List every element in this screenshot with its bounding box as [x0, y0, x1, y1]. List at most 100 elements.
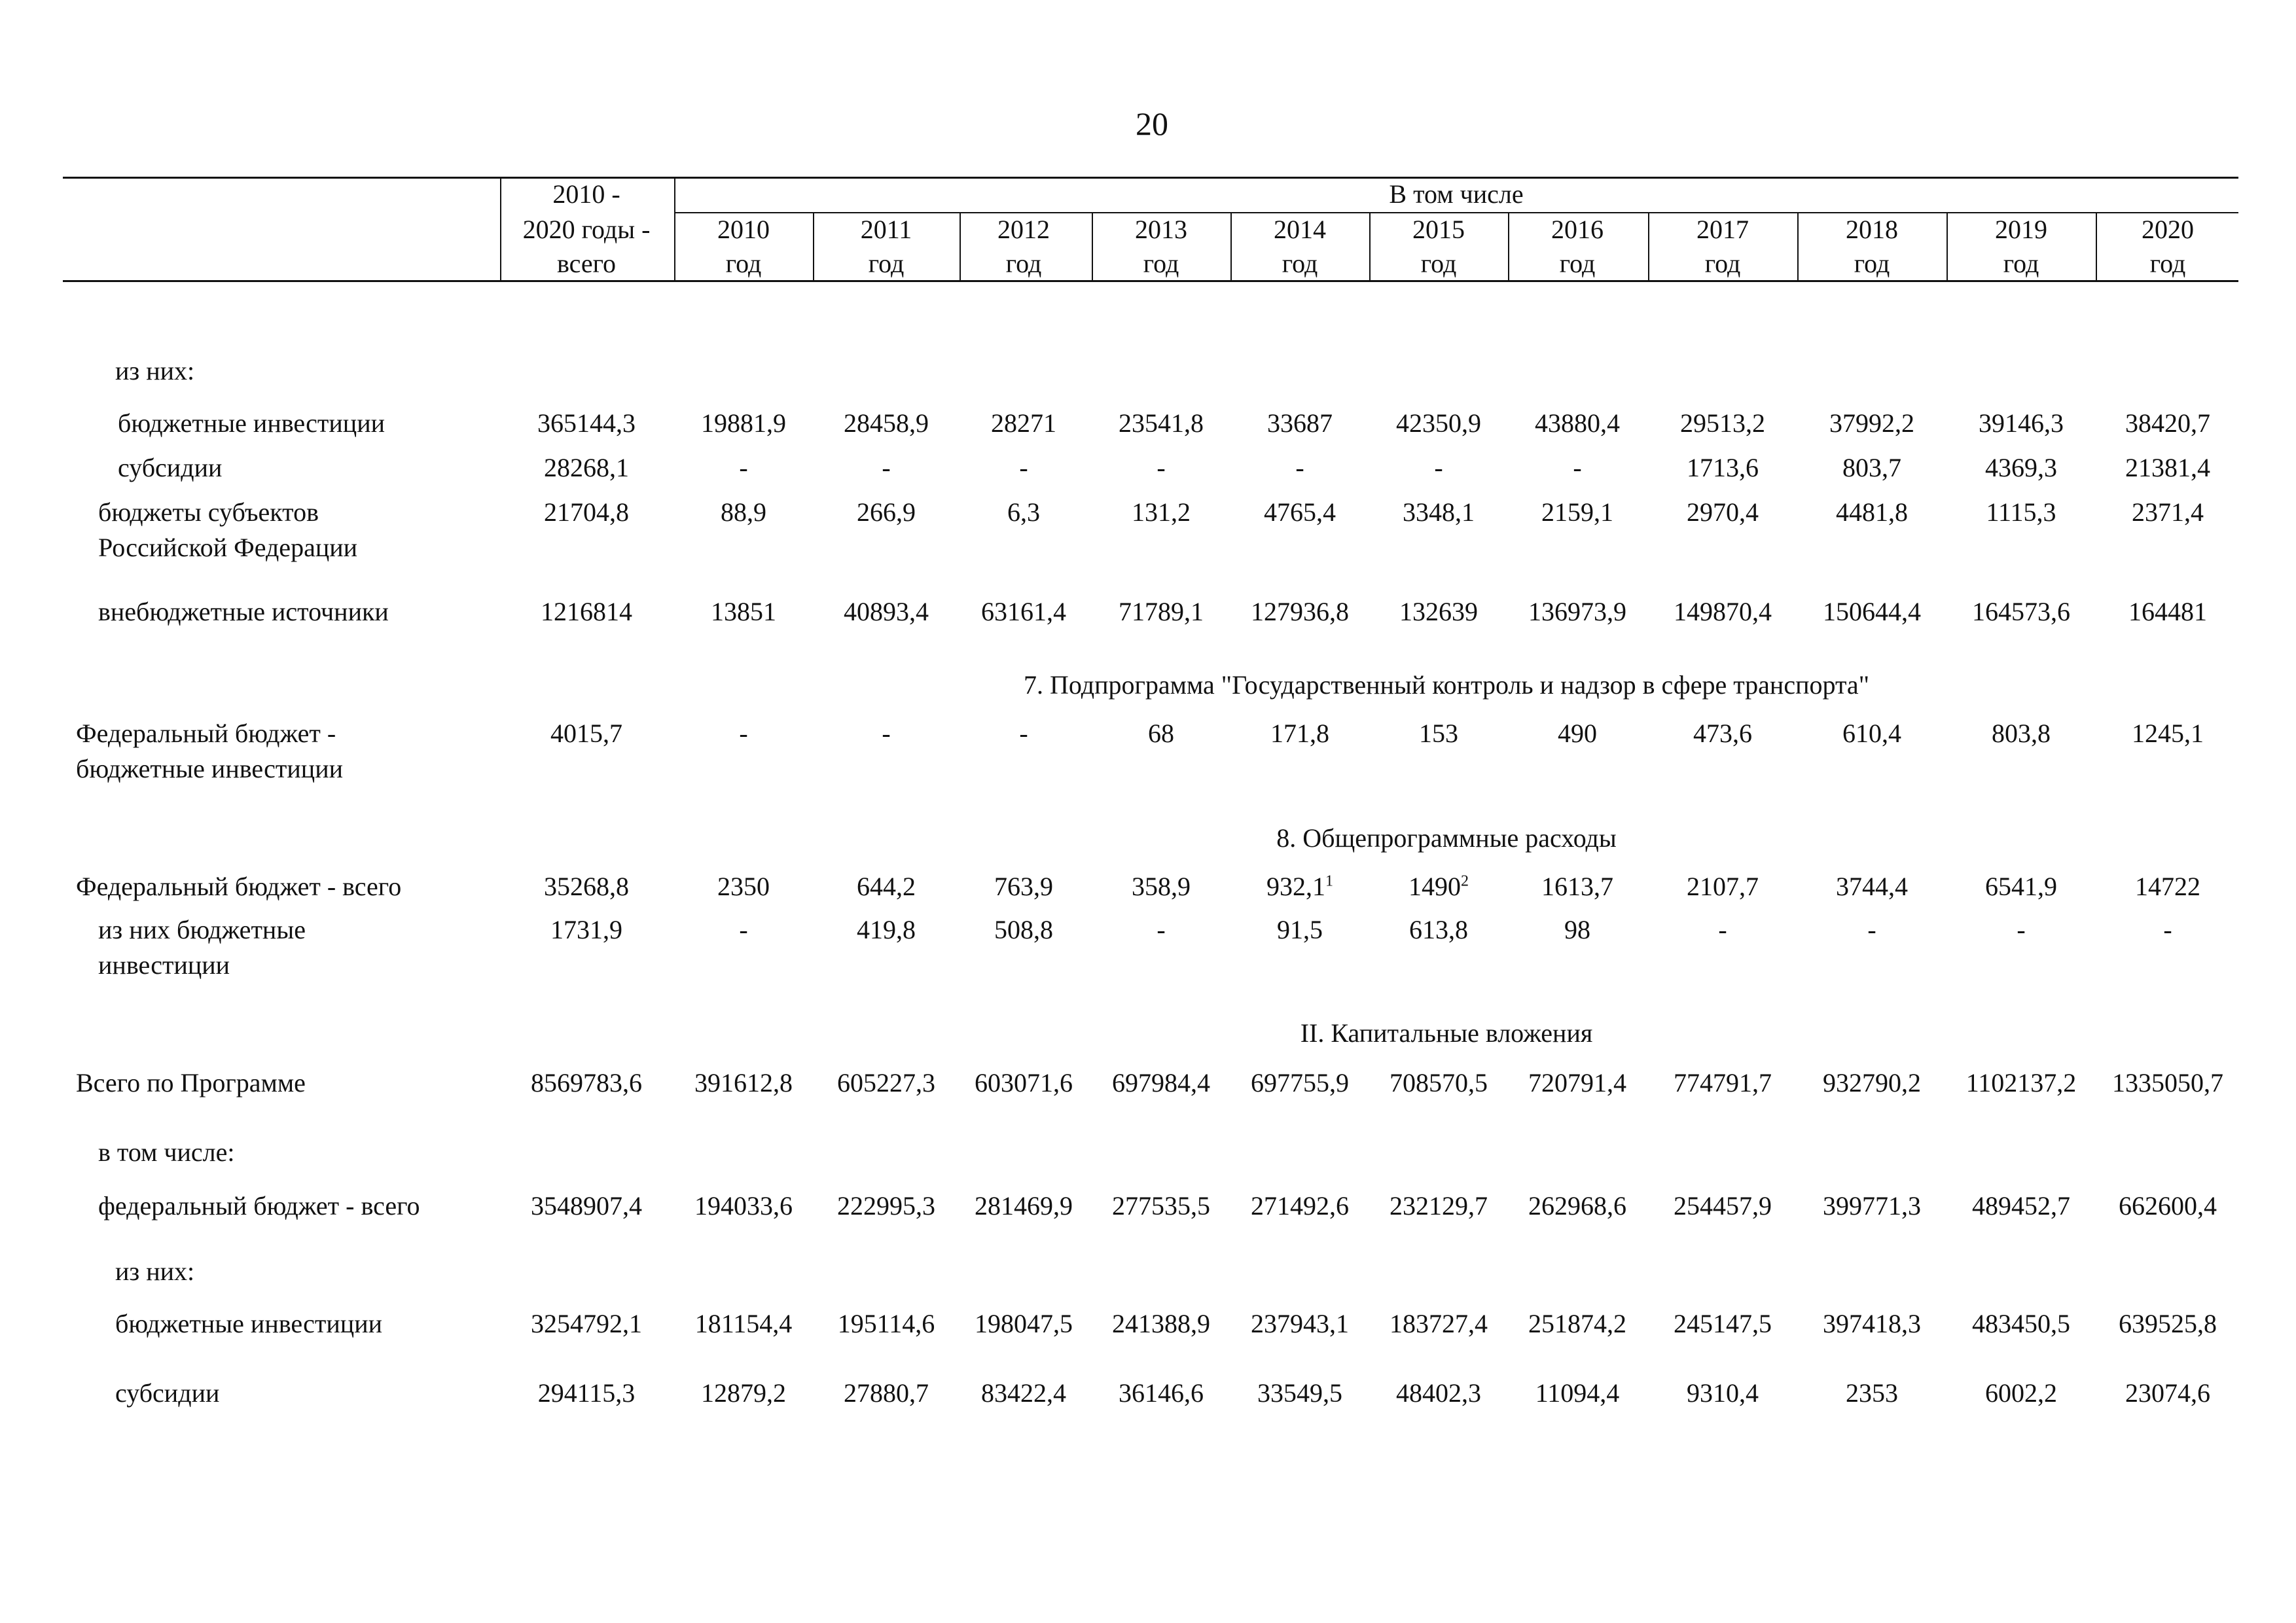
table-cell: 232129,7: [1390, 1191, 1488, 1221]
table-cell: 358,9: [1132, 872, 1191, 901]
footnote-mark: 2: [1461, 872, 1469, 890]
table-cell: 1731,9: [550, 915, 622, 944]
table-cell: 3254792,1: [531, 1309, 642, 1338]
table-cell: -: [882, 719, 891, 748]
section-title-8: 8. Общепрограммные расходы: [1276, 823, 1617, 853]
row-label: Федеральный бюджет - всего: [76, 872, 402, 901]
header-year: 2013: [1135, 215, 1187, 244]
table-cell: 136973,9: [1528, 597, 1626, 626]
table-cell: 2353: [1846, 1378, 1898, 1408]
table-cell: 181154,4: [694, 1309, 793, 1338]
row-label: бюджетные инвестиции: [76, 754, 344, 783]
table-cell: 14722: [2135, 872, 2200, 901]
header-year-suffix: год: [1854, 249, 1890, 278]
header-total-line3: всего: [556, 249, 617, 278]
row-label: бюджеты субъектов: [98, 497, 319, 527]
header-year: 2012: [997, 215, 1050, 244]
table-cell: 271492,6: [1251, 1191, 1349, 1221]
table-cell: 932790,2: [1823, 1068, 1921, 1097]
header-year-suffix: год: [868, 249, 905, 278]
row-label: бюджетные инвестиции: [118, 408, 386, 438]
header-year-suffix: год: [1420, 249, 1457, 278]
table-cell: 33549,5: [1257, 1378, 1342, 1408]
table-cell: 245147,5: [1674, 1309, 1772, 1338]
table-cell: 194033,6: [694, 1191, 793, 1221]
header-divider: [1230, 212, 1232, 280]
table-cell: 603071,6: [975, 1068, 1073, 1097]
footnote-mark: 1: [1325, 872, 1333, 890]
table-cell: 9310,4: [1687, 1378, 1759, 1408]
row-label: инвестиции: [98, 950, 230, 980]
table-cell: 28458,9: [844, 408, 929, 438]
table-cell: 1115,3: [1986, 497, 2056, 527]
header-year: 2018: [1846, 215, 1898, 244]
table-cell: 399771,3: [1823, 1191, 1921, 1221]
header-top-rule: [63, 177, 2238, 179]
table-cell: 222995,3: [837, 1191, 935, 1221]
header-total-line2: 2020 годы -: [522, 215, 651, 244]
table-cell: 71789,1: [1119, 597, 1204, 626]
table-cell: 489452,7: [1972, 1191, 2070, 1221]
table-cell: 610,4: [1842, 719, 1901, 748]
header-divider: [1797, 212, 1799, 280]
table-cell: 277535,5: [1112, 1191, 1210, 1221]
header-divider: [1092, 212, 1093, 280]
table-cell: 14902: [1408, 872, 1469, 901]
table-cell: 8569783,6: [531, 1068, 642, 1097]
table-cell: -: [1157, 915, 1166, 944]
header-year-suffix: год: [2003, 249, 2039, 278]
header-year-suffix: год: [2149, 249, 2186, 278]
table-cell: 43880,4: [1535, 408, 1620, 438]
table-cell: 6541,9: [1985, 872, 2057, 901]
header-divider: [960, 212, 961, 280]
table-cell: 35268,8: [544, 872, 629, 901]
table-cell: 2970,4: [1687, 497, 1759, 527]
table-cell: 39146,3: [1979, 408, 2064, 438]
table-cell: 21381,4: [2125, 453, 2210, 482]
table-cell: -: [1434, 453, 1443, 482]
table-cell: -: [2017, 915, 2026, 944]
header-year-suffix: год: [1005, 249, 1042, 278]
header-year-suffix: год: [725, 249, 762, 278]
table-cell: 149870,4: [1674, 597, 1772, 626]
table-cell: 36146,6: [1119, 1378, 1204, 1408]
header-year-suffix: год: [1559, 249, 1596, 278]
table-cell: 21704,8: [544, 497, 629, 527]
table-cell: 1713,6: [1687, 453, 1759, 482]
table-cell: 2159,1: [1541, 497, 1613, 527]
table-cell: 613,8: [1409, 915, 1468, 944]
table-cell: 397418,3: [1823, 1309, 1921, 1338]
table-cell: 803,7: [1842, 453, 1901, 482]
table-cell: 2107,7: [1687, 872, 1759, 901]
header-year: 2016: [1551, 215, 1604, 244]
table-cell: 13851: [711, 597, 776, 626]
table-cell: -: [2163, 915, 2172, 944]
table-cell: 1102137,2: [1965, 1068, 2077, 1097]
header-year: 2011: [860, 215, 912, 244]
table-cell: 23541,8: [1119, 408, 1204, 438]
header-divider: [813, 212, 814, 280]
header-year: 2015: [1412, 215, 1465, 244]
table-cell: 164573,6: [1972, 597, 2070, 626]
table-cell: -: [739, 453, 748, 482]
table-cell: 4015,7: [550, 719, 622, 748]
table-cell: 708570,5: [1390, 1068, 1488, 1097]
table-cell: 483450,5: [1972, 1309, 2070, 1338]
table-cell: 150644,4: [1823, 597, 1921, 626]
table-cell: 419,8: [857, 915, 916, 944]
header-divider: [1369, 212, 1371, 280]
header-year: 2010: [717, 215, 770, 244]
page-number: 20: [1136, 105, 1168, 142]
table-cell: -: [1019, 719, 1028, 748]
table-cell: 294115,3: [537, 1378, 636, 1408]
header-bottom-rule: [63, 280, 2238, 282]
table-cell: 98: [1564, 915, 1590, 944]
table-cell: 697755,9: [1251, 1068, 1349, 1097]
table-cell: -: [1019, 453, 1028, 482]
table-cell: 932,11: [1266, 872, 1333, 901]
table-cell: 28268,1: [544, 453, 629, 482]
header-year: 2014: [1274, 215, 1326, 244]
table-cell: 1335050,7: [2112, 1068, 2223, 1097]
header-divider: [674, 177, 675, 280]
row-label: бюджетные инвестиции: [115, 1309, 383, 1338]
